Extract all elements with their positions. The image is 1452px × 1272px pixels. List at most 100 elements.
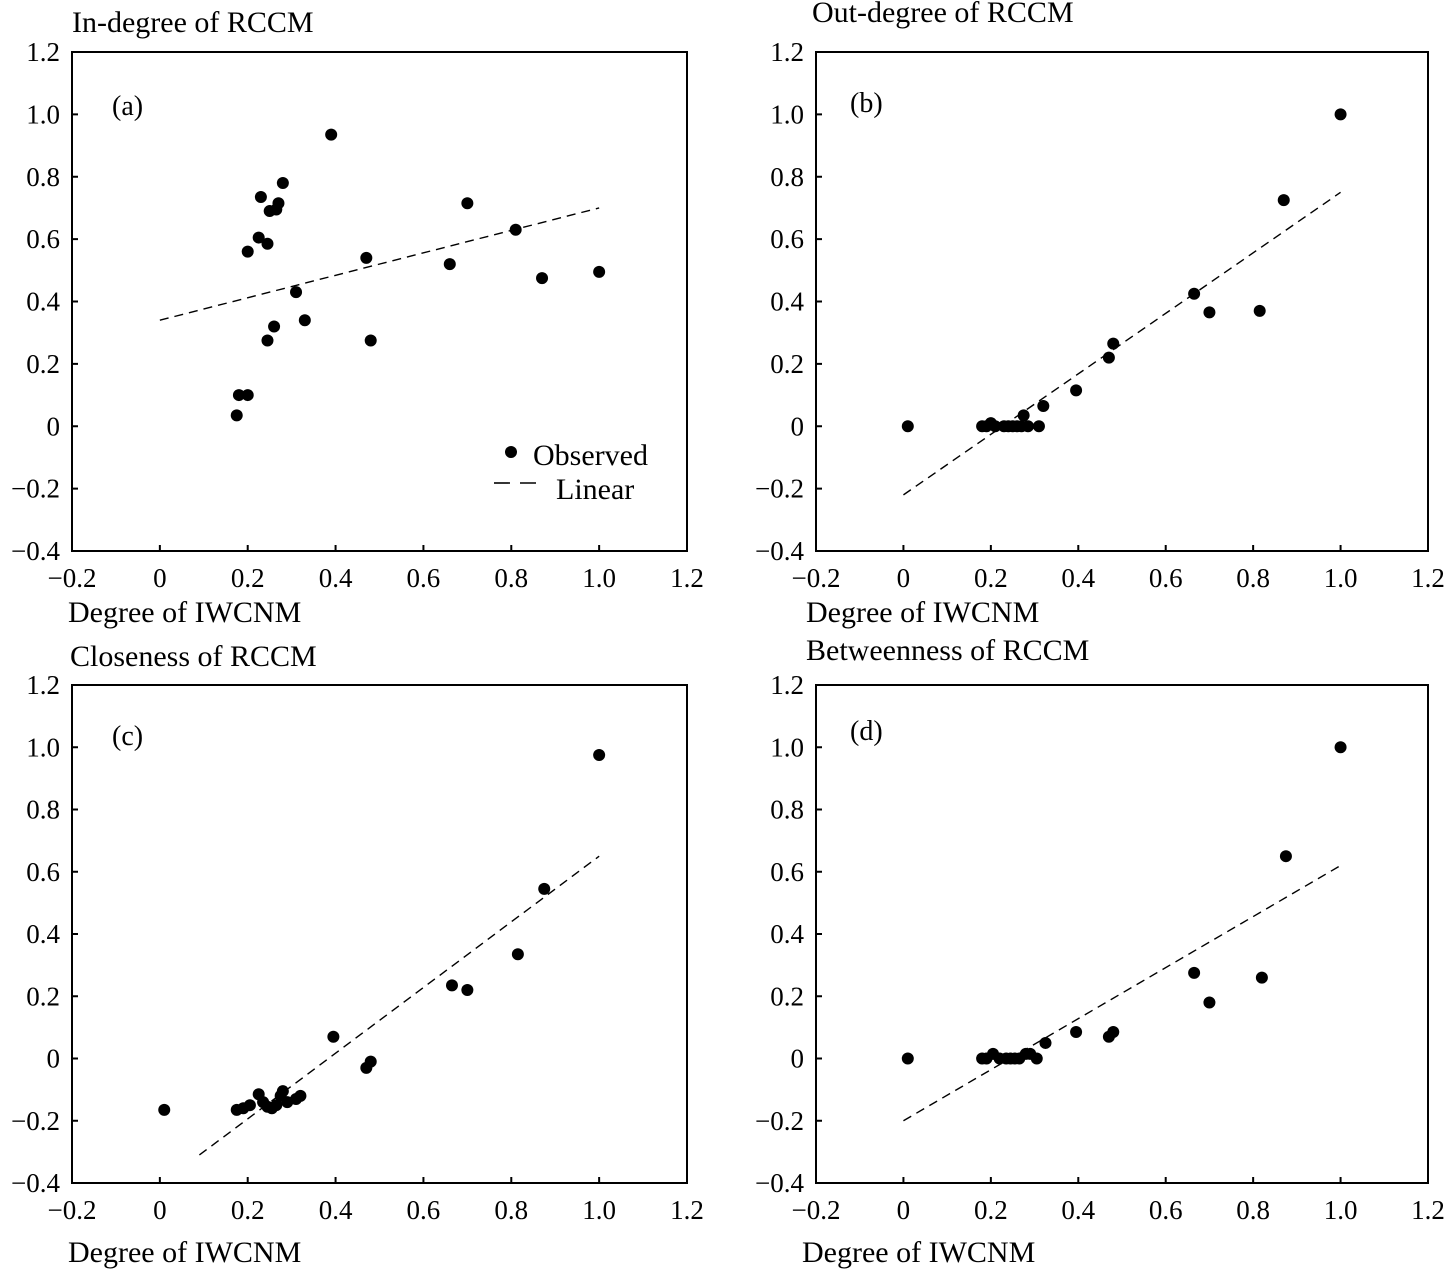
observed-point	[1030, 1052, 1043, 1065]
x-axis-title: Degree of IWCNM	[802, 1236, 1035, 1269]
observed-point	[989, 420, 1002, 433]
observed-point	[261, 334, 274, 347]
panel-label: (a)	[112, 91, 143, 122]
observed-point	[290, 286, 303, 299]
observed-point	[325, 128, 338, 141]
observed-point	[1334, 108, 1347, 121]
y-tick-label: −0.2	[755, 1106, 804, 1136]
observed-point	[593, 265, 606, 278]
observed-point	[901, 1052, 914, 1065]
legend-observed-label: Observed	[533, 439, 648, 472]
x-tick-label: −0.2	[792, 1195, 841, 1225]
x-tick-label: 0.2	[231, 563, 265, 593]
observed-point	[593, 749, 606, 762]
x-tick-label: 0.4	[1061, 563, 1095, 593]
observed-point	[1279, 850, 1292, 863]
y-axis-title: In-degree of RCCM	[72, 6, 314, 39]
y-tick-label: 0	[47, 1044, 61, 1074]
x-tick-label: 0.4	[319, 1195, 353, 1225]
observed-point	[261, 237, 274, 250]
observed-point	[1039, 1036, 1052, 1049]
y-tick-label: 0	[47, 411, 61, 441]
x-tick-label: 1.2	[670, 1195, 704, 1225]
observed-point	[461, 984, 474, 997]
y-tick-label: 0	[791, 411, 805, 441]
y-axis-title: Closeness of RCCM	[70, 640, 317, 673]
panel-1: 1.21.00.80.60.40.20−0.2−0.4−0.2 0 0.2 0.4 0.…	[11, 6, 704, 629]
observed-point	[360, 251, 373, 264]
observed-point	[1107, 337, 1120, 350]
x-tick-label: 0	[153, 563, 167, 593]
y-tick-label: −0.2	[755, 474, 804, 504]
y-tick-label: −0.4	[11, 536, 60, 566]
observed-point	[230, 409, 243, 422]
observed-point	[538, 882, 551, 895]
y-axis-title: Out-degree of RCCM	[812, 0, 1074, 29]
observed-point	[1203, 306, 1216, 319]
observed-point	[268, 320, 281, 333]
x-axis-title: Degree of IWCNM	[806, 596, 1039, 629]
linear-fit-line	[903, 191, 1341, 496]
y-tick-label: 1.0	[770, 732, 804, 762]
observed-point	[1070, 1026, 1083, 1039]
y-tick-label: 0.2	[26, 981, 60, 1011]
y-tick-label: 0.6	[26, 224, 60, 254]
observed-point	[1334, 741, 1347, 754]
x-tick-label: 1.0	[582, 563, 616, 593]
x-tick-label: 0.6	[407, 1195, 441, 1225]
y-tick-label: 1.2	[26, 670, 60, 700]
observed-point	[1102, 351, 1115, 364]
x-tick-label: 0.4	[319, 563, 353, 593]
panel-2: 1.21.00.80.60.40.20−0.2−0.4−0.2 0 0.2 0.4 0.…	[755, 0, 1445, 629]
x-tick-label: 0.2	[974, 563, 1008, 593]
observed-point	[1022, 420, 1035, 433]
observed-point	[1017, 409, 1030, 422]
y-tick-label: −0.2	[11, 474, 60, 504]
panel-label: (c)	[112, 721, 143, 752]
linear-fit-line	[198, 855, 600, 1156]
x-tick-label: 0.6	[407, 563, 441, 593]
x-tick-label: 0.4	[1061, 1195, 1095, 1225]
x-tick-label: 0.8	[494, 563, 528, 593]
legend-observed-marker	[505, 446, 517, 458]
observed-point	[298, 314, 311, 327]
observed-point	[443, 258, 456, 271]
legend-linear-label: Linear	[556, 473, 634, 506]
panel-4: 1.21.00.80.60.40.20−0.2−0.4−0.2 0 0.2 0.4 0.…	[755, 634, 1445, 1269]
y-tick-label: 1.0	[770, 99, 804, 129]
observed-point	[364, 334, 377, 347]
x-tick-label: 0.2	[231, 1195, 265, 1225]
observed-point	[241, 245, 254, 258]
linear-fit-line	[159, 207, 600, 321]
x-tick-label: 0.8	[1236, 1195, 1270, 1225]
x-tick-label: 0.2	[974, 1195, 1008, 1225]
y-tick-label: 0	[791, 1044, 805, 1074]
observed-point	[1253, 304, 1266, 317]
plot-frame	[815, 51, 1429, 552]
observed-point	[1188, 966, 1201, 979]
y-tick-label: 0.2	[26, 349, 60, 379]
y-tick-label: 0.4	[26, 287, 60, 317]
observed-point	[241, 389, 254, 402]
y-tick-label: 0.4	[26, 919, 60, 949]
y-tick-label: −0.2	[11, 1106, 60, 1136]
observed-point	[276, 176, 289, 189]
observed-point	[360, 1061, 373, 1074]
observed-point	[445, 979, 458, 992]
y-tick-label: 0.2	[770, 981, 804, 1011]
panel-3: 1.21.00.80.60.40.20−0.2−0.4−0.2 0 0.2 0.4 0.…	[11, 640, 704, 1269]
y-tick-label: 0.4	[770, 287, 804, 317]
x-tick-label: 0.8	[1236, 563, 1270, 593]
observed-point	[1102, 1030, 1115, 1043]
observed-point	[1203, 996, 1216, 1009]
x-tick-label: 1.2	[1411, 563, 1445, 593]
observed-point	[270, 203, 283, 216]
y-tick-label: 1.0	[26, 99, 60, 129]
x-tick-label: 1.0	[1324, 563, 1358, 593]
x-tick-label: 1.0	[582, 1195, 616, 1225]
y-tick-label: 0.6	[770, 857, 804, 887]
y-tick-label: 1.2	[770, 37, 804, 67]
x-tick-label: −0.2	[48, 1195, 97, 1225]
